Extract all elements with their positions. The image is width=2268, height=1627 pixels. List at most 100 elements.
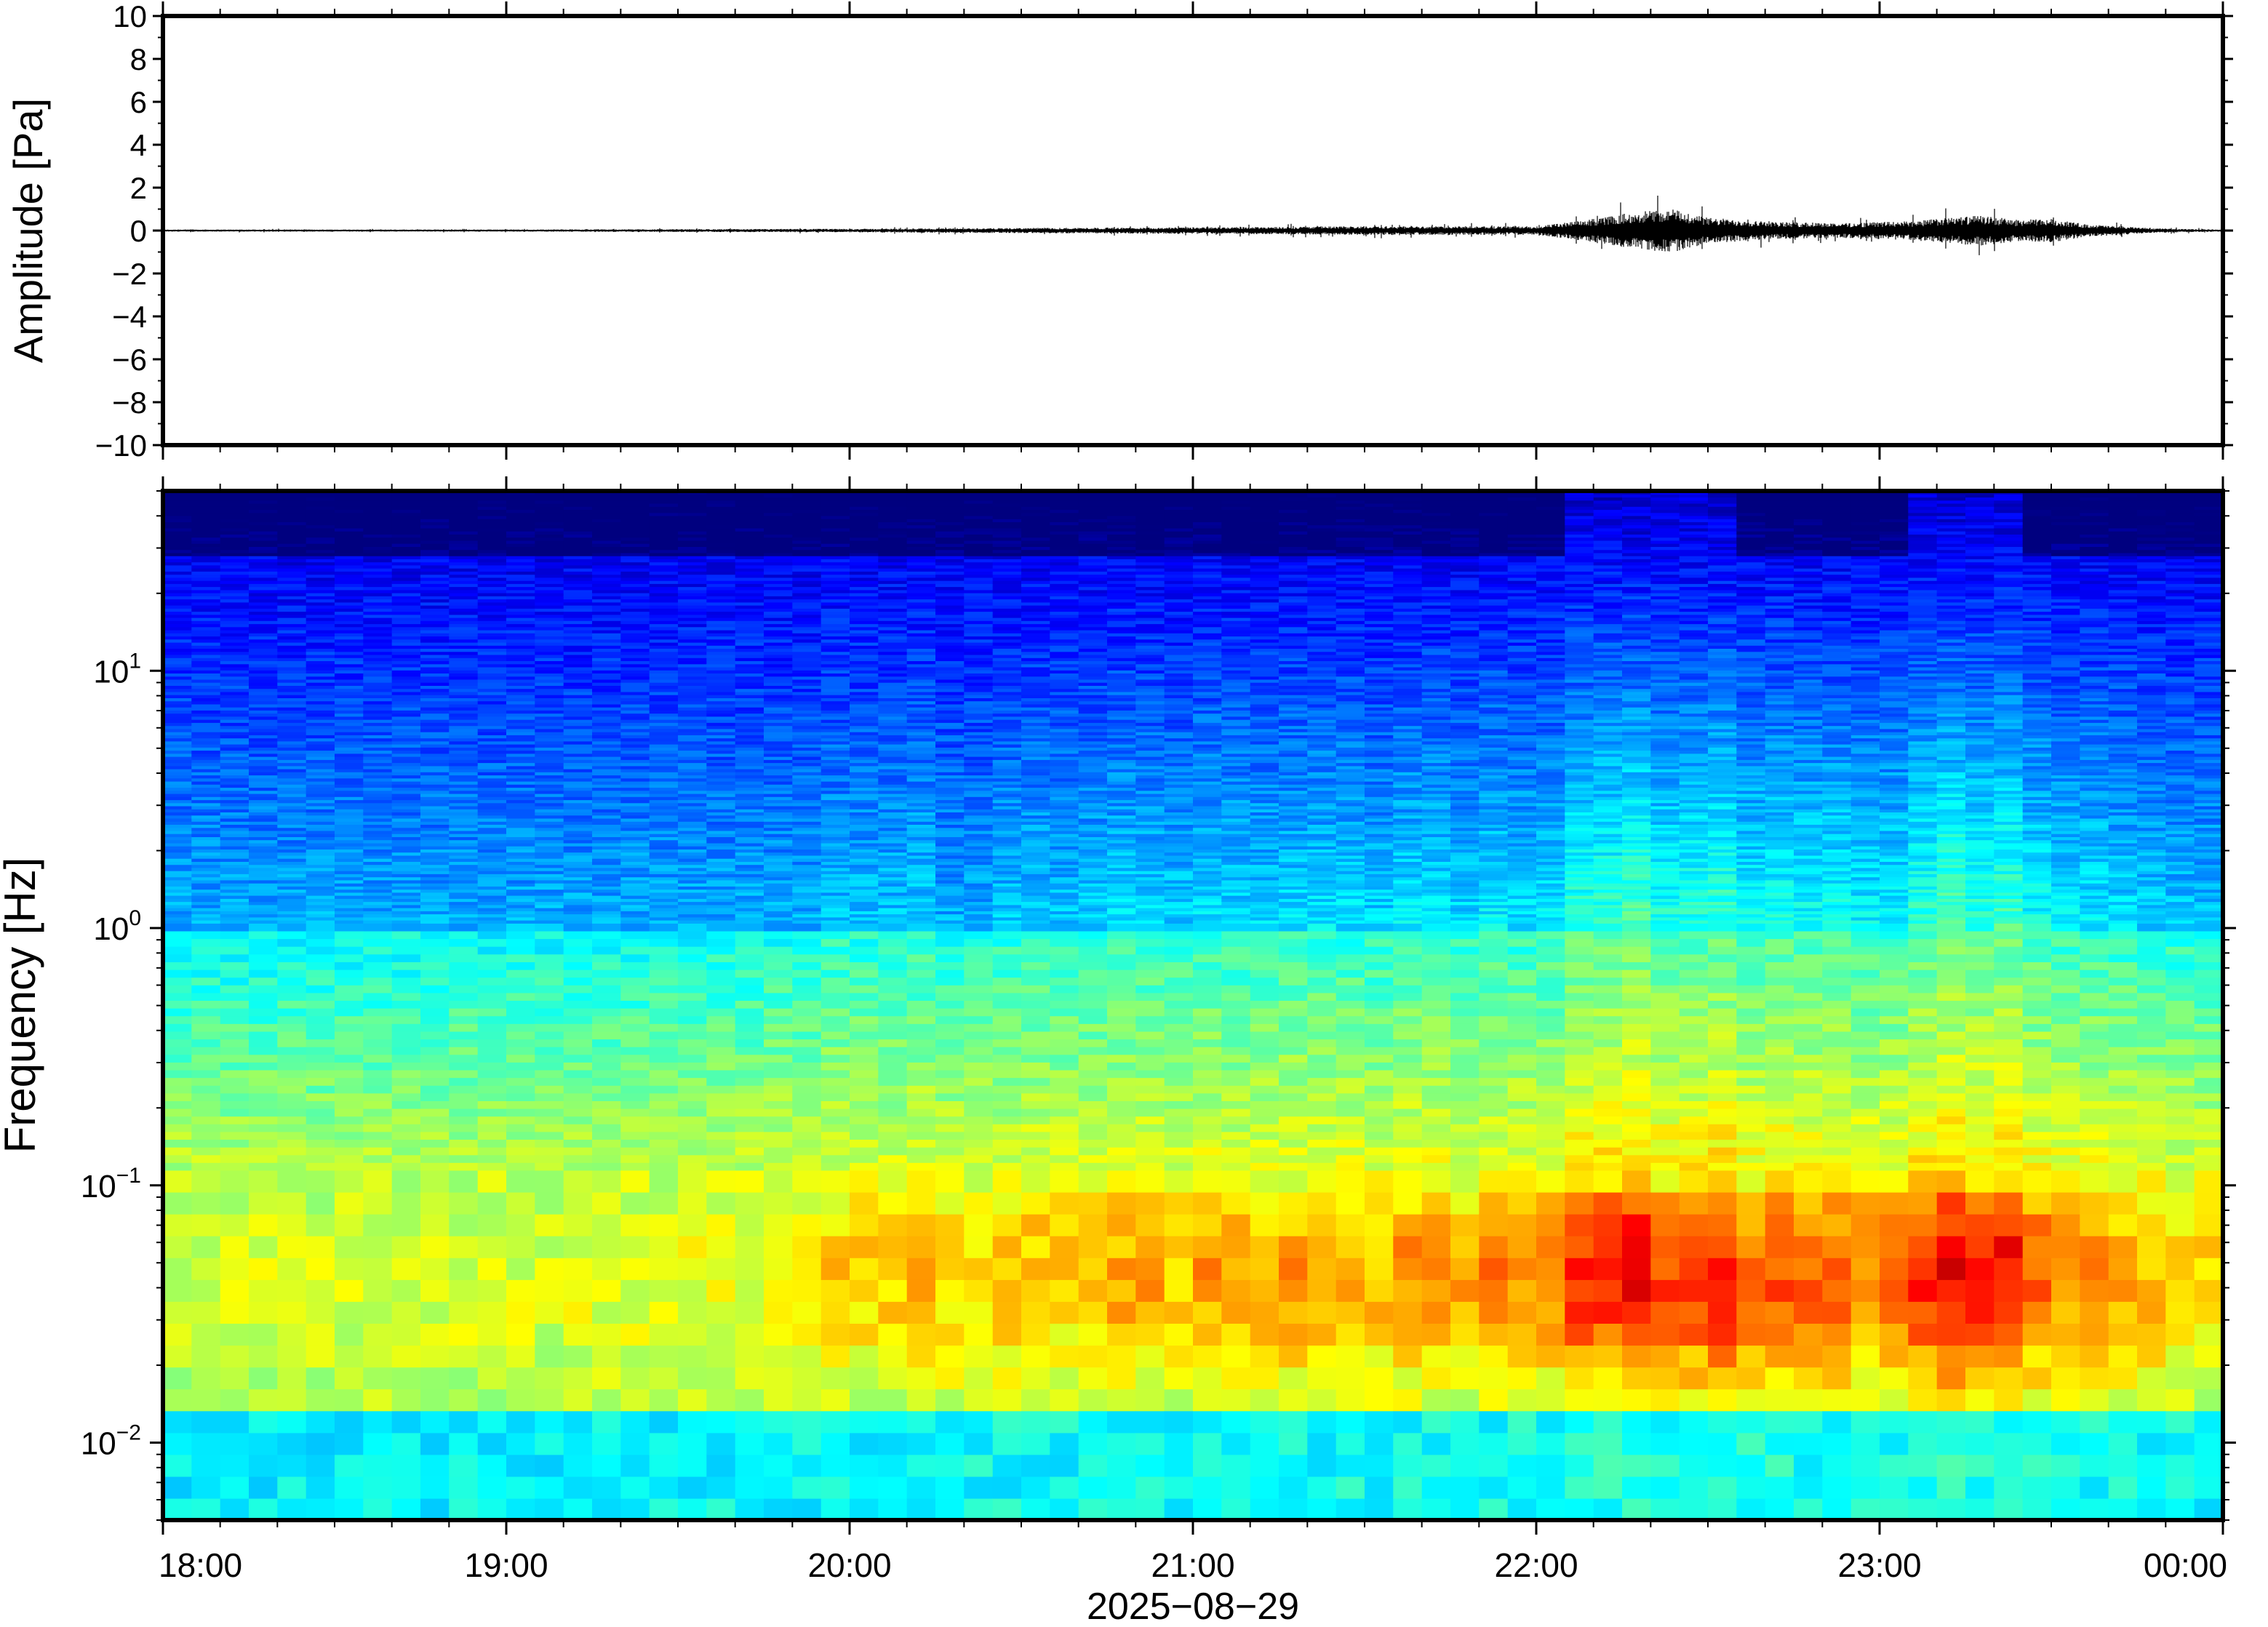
spectrogram-cell [535,732,564,735]
spectrogram-cell [878,753,907,757]
spectrogram-cell [249,707,278,711]
spectrogram-cell [764,704,793,708]
spectrogram-cell [678,500,707,504]
spectrogram-cell [335,1258,364,1280]
spectrogram-cell [420,766,450,769]
spectrogram-cell [592,831,621,834]
spectrogram-cell [678,670,707,673]
spectrogram-cell [449,559,478,562]
spectrogram-cell [191,868,220,871]
spectrogram-cell [564,633,593,636]
spectrogram-cell [650,519,679,522]
spectrogram-cell [335,596,364,599]
spectrogram-cell [678,1016,707,1024]
spectrogram-cell [478,1389,507,1412]
spectrogram-cell [506,911,535,914]
spectrogram-cell [706,577,735,581]
spectrogram-cell [850,559,879,562]
spectrogram-cell [620,1346,650,1368]
spectrogram-cell [850,1433,879,1455]
spectrogram-cell [191,587,220,591]
spectrogram-cell [392,503,421,507]
spectrogram-cell [363,883,392,887]
spectrogram-cell [735,620,764,624]
spectrogram-cell [306,886,335,890]
spectrogram-cell [706,1367,735,1390]
spectrogram-cell [792,791,821,794]
spectrogram-cell [163,769,192,772]
spectrogram-cell [449,880,478,884]
spectrogram-cell [392,664,421,668]
spectrogram-cell [506,920,535,924]
spectrogram-cell [878,1498,907,1521]
spectrogram-cell [764,577,793,581]
spectrogram-cell [306,652,335,655]
spectrogram-cell [878,985,907,993]
spectrogram-cell [363,954,392,962]
spectrogram-cell [535,692,564,695]
spectrogram-cell [620,756,650,760]
spectrogram-cell [706,818,735,822]
spectrogram-cell [535,649,564,652]
spectrogram-cell [792,815,821,819]
spectrogram-cell [506,1078,535,1086]
spectrogram-cell [821,911,850,914]
spectrogram-cell [306,775,335,779]
spectrogram-cell [650,1100,679,1108]
spectrogram-cell [850,747,879,751]
spectrogram-cell [564,1008,593,1016]
spectrogram-cell [735,747,764,751]
spectrogram-cell [592,1147,621,1155]
spectrogram-cell [678,562,707,566]
spectrogram-cell [506,710,535,713]
spectrogram-cell [678,1124,707,1132]
spectrogram-cell [449,670,478,673]
spectrogram-cell [535,1498,564,1521]
spectrogram-cell [306,627,335,631]
spectrogram-cell [506,1062,535,1070]
spectrogram-cell [420,803,450,807]
spectrogram-cell [650,704,679,708]
spectrogram-cell [392,722,421,726]
spectrogram-cell [420,880,450,884]
spectrogram-cell [506,747,535,751]
spectrogram-cell [420,596,450,599]
spectrogram-cell [850,692,879,695]
spectrogram-cell [449,914,478,918]
spectrogram-cell [706,1031,735,1039]
spectrogram-cell [363,707,392,711]
spectrogram-cell [306,772,335,775]
spectrogram-cell [850,791,879,794]
spectrogram-cell [449,920,478,924]
spectrogram-cell [620,710,650,713]
spectrogram-cell [478,796,507,800]
spectrogram-cell [878,617,907,621]
spectrogram-cell [650,843,679,847]
spectrogram-cell [592,923,621,931]
spectrogram-cell [191,1078,220,1086]
spectrogram-cell [735,593,764,596]
spectrogram-cell [535,704,564,708]
spectrogram-cell [220,828,249,831]
spectrogram-cell [449,679,478,683]
spectrogram-cell [650,962,679,970]
spectrogram-cell [306,1023,335,1031]
spectrogram-cell [306,664,335,668]
spectrogram-cell [220,914,249,918]
spectrogram-cell [506,803,535,807]
spectrogram-cell [449,911,478,914]
spectrogram-cell [420,556,450,559]
spectrogram-cell [277,575,306,578]
spectrogram-cell [592,562,621,566]
spectrogram-cell [249,679,278,683]
spectrogram-cell [592,697,621,701]
spectrogram-cell [478,1062,507,1070]
spectrogram-cell [191,1116,220,1124]
spectrogram-cell [163,858,192,862]
spectrogram-cell [277,630,306,633]
spectrogram-cell [449,719,478,723]
spectrogram-cell [564,1147,593,1155]
spectrogram-cell [420,1008,450,1016]
spectrogram-cell [363,1155,392,1163]
spectrogram-cell [478,890,507,893]
